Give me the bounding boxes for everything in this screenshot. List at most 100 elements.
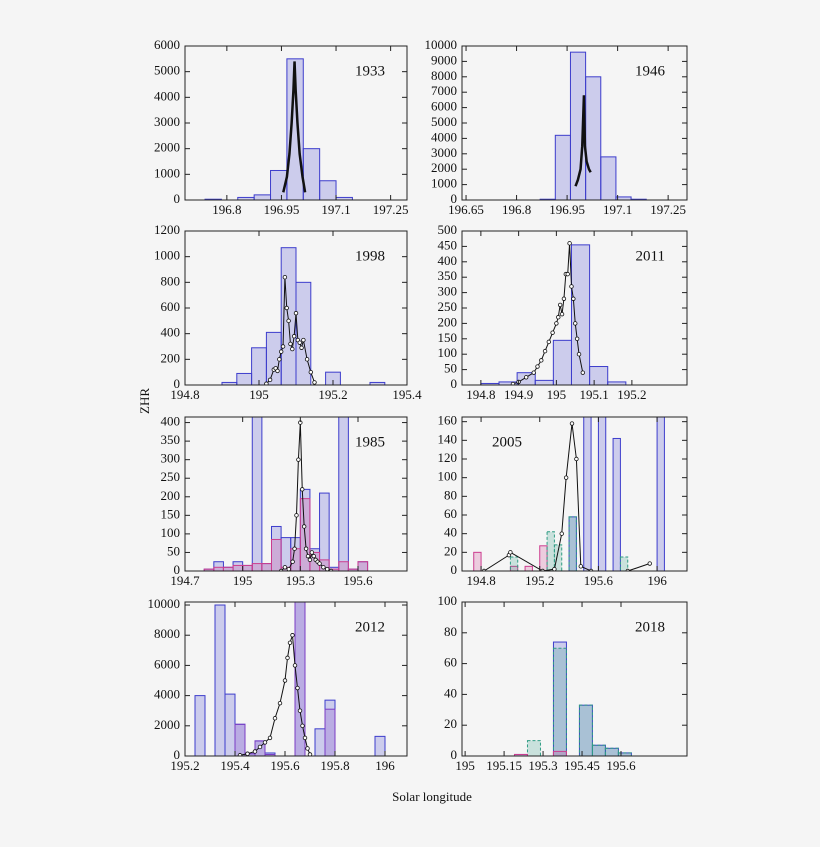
y-tick-label: 100 — [438, 593, 458, 608]
y-tick-label: 400 — [161, 414, 181, 429]
plot-frame — [461, 601, 688, 757]
y-tick-label: 200 — [438, 314, 458, 329]
y-tick-label: 400 — [161, 325, 181, 340]
panel-label: 1933 — [355, 63, 385, 79]
curve-marker — [287, 640, 293, 645]
y-tick-label: 0 — [174, 562, 181, 577]
curve-marker — [559, 531, 564, 536]
histogram-bar — [585, 76, 602, 200]
curve-marker — [303, 546, 309, 551]
curve-marker — [285, 655, 290, 661]
curve-marker — [267, 377, 273, 383]
curve-marker — [301, 524, 307, 529]
curve-marker — [576, 352, 582, 357]
histogram-bar — [554, 134, 571, 200]
y-tick-label: 0 — [174, 376, 181, 391]
histogram-bar — [656, 417, 665, 571]
y-tick-label: 50 — [167, 543, 180, 558]
histogram-bar — [302, 148, 321, 200]
y-tick-label: 350 — [161, 432, 181, 447]
curve-marker — [297, 340, 302, 345]
curve-marker — [245, 751, 250, 756]
histogram-bar — [591, 744, 606, 756]
histogram-bar — [513, 753, 528, 756]
curve-marker — [578, 564, 584, 569]
histogram-bar — [194, 695, 206, 756]
y-tick-label: 80 — [444, 624, 457, 639]
histogram-bar — [324, 708, 336, 756]
histogram-bar — [214, 604, 226, 756]
y-tick-label: 0 — [451, 376, 458, 391]
y-tick-label: 1000 — [431, 176, 457, 191]
y-tick-label: 2000 — [154, 140, 180, 155]
curve-marker — [569, 284, 574, 289]
curve-marker — [647, 561, 652, 566]
y-tick-label: 8000 — [154, 626, 180, 641]
histogram-bar — [213, 561, 224, 571]
curve-marker — [550, 330, 555, 335]
y-tick-label: 4000 — [154, 88, 180, 103]
curve-marker — [307, 752, 313, 756]
y-tick-label: 3000 — [431, 145, 457, 160]
curve-marker — [284, 305, 289, 311]
curve-marker — [279, 349, 284, 354]
curve-marker — [305, 553, 311, 559]
curve-marker — [307, 557, 313, 563]
x-tick-label: 194.7 — [170, 573, 200, 588]
y-tick-label: 250 — [438, 299, 458, 314]
x-tick-label: 194.8 — [466, 573, 495, 588]
y-tick-label: 8000 — [431, 68, 457, 83]
curve-marker — [312, 380, 317, 385]
histogram-bar — [213, 566, 224, 571]
curve-marker — [563, 475, 569, 480]
x-tick-label: 195.4 — [220, 758, 250, 773]
x-tick-label: 195.8 — [320, 758, 349, 773]
curve-marker — [262, 740, 268, 745]
x-tick-label: 195.6 — [270, 758, 300, 773]
curve-marker — [288, 341, 293, 347]
x-tick-label: 195.2 — [525, 573, 554, 588]
histogram-bar — [319, 492, 330, 571]
x-tick-label: 195.2 — [617, 387, 646, 402]
curve-marker — [574, 456, 579, 462]
y-tick-label: 1000 — [154, 165, 180, 180]
histogram-bar — [232, 564, 244, 571]
histogram-bar — [534, 379, 554, 385]
curve-marker — [508, 550, 513, 555]
panel-label: 1946 — [635, 63, 666, 79]
x-tick-label: 196.65 — [448, 202, 484, 217]
y-tick-label: 6000 — [431, 99, 457, 114]
panel-label: 1985 — [355, 434, 385, 450]
panel-label: 2011 — [636, 248, 665, 264]
curve-marker — [237, 753, 243, 756]
y-tick-label: 250 — [161, 469, 181, 484]
y-tick-label: 10000 — [148, 596, 181, 611]
histogram-bar — [338, 561, 349, 571]
plot-frame — [461, 416, 688, 572]
curve-marker — [275, 368, 280, 374]
x-tick-label: 195 — [249, 387, 269, 402]
curve-marker — [325, 566, 330, 571]
histogram-bar — [600, 156, 617, 200]
curve-marker — [510, 381, 516, 385]
y-tick-label: 100 — [438, 345, 458, 360]
x-tick-label: 196.8 — [212, 202, 241, 217]
x-tick-label: 194.8 — [466, 387, 495, 402]
curve-marker — [580, 370, 586, 375]
y-tick-label: 40 — [444, 525, 457, 540]
curve-marker — [556, 315, 561, 320]
curve-marker — [280, 344, 286, 349]
histogram-bar — [524, 565, 533, 571]
plot-area — [513, 641, 632, 756]
x-tick-label: 195 — [547, 387, 567, 402]
curve-marker — [300, 487, 305, 492]
y-tick-label: 5000 — [431, 114, 457, 129]
plot-frame — [184, 416, 408, 572]
x-axis-label: Solar longitude — [392, 789, 472, 804]
curve-marker — [542, 348, 548, 354]
curve-marker — [573, 321, 578, 326]
y-tick-label: 400 — [438, 253, 458, 268]
curve-marker — [321, 565, 326, 570]
